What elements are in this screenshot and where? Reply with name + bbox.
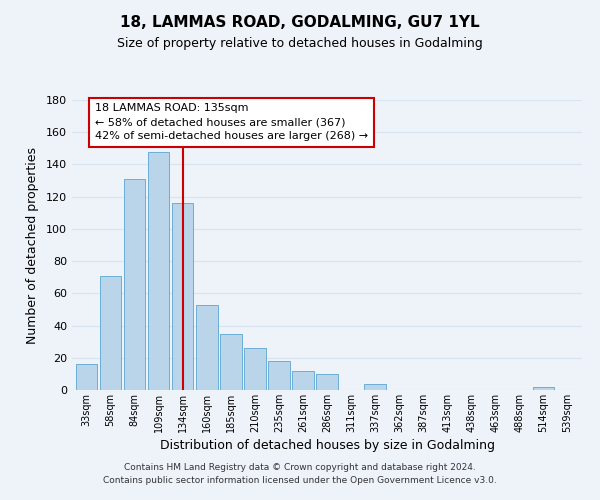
Text: 18, LAMMAS ROAD, GODALMING, GU7 1YL: 18, LAMMAS ROAD, GODALMING, GU7 1YL (120, 15, 480, 30)
Text: Contains HM Land Registry data © Crown copyright and database right 2024.
Contai: Contains HM Land Registry data © Crown c… (103, 464, 497, 485)
Bar (244, 348, 266, 390)
Bar (292, 370, 314, 390)
Text: Size of property relative to detached houses in Godalming: Size of property relative to detached ho… (117, 38, 483, 51)
Bar (172, 203, 193, 390)
X-axis label: Distribution of detached houses by size in Godalming: Distribution of detached houses by size … (160, 439, 494, 452)
Bar (220, 334, 242, 390)
Y-axis label: Number of detached properties: Number of detached properties (26, 146, 39, 344)
Bar (268, 361, 290, 390)
Bar (76, 364, 97, 390)
Bar (533, 387, 554, 390)
Bar (124, 179, 145, 390)
Text: 18 LAMMAS ROAD: 135sqm
← 58% of detached houses are smaller (367)
42% of semi-de: 18 LAMMAS ROAD: 135sqm ← 58% of detached… (95, 103, 368, 141)
Bar (148, 152, 169, 390)
Bar (316, 374, 338, 390)
Bar (100, 276, 121, 390)
Bar (364, 384, 386, 390)
Bar (196, 304, 218, 390)
